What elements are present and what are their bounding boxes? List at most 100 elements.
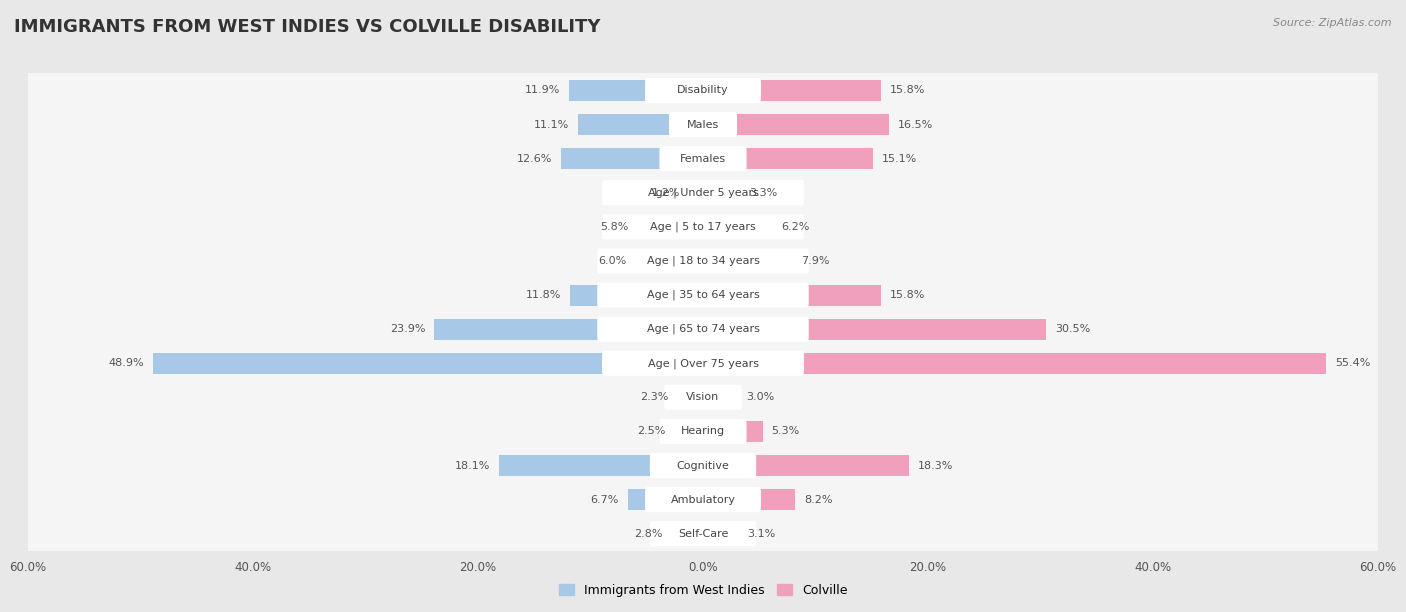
Text: 2.8%: 2.8% <box>634 529 662 539</box>
Bar <box>636 250 703 272</box>
Text: 3.1%: 3.1% <box>747 529 775 539</box>
Text: Cognitive: Cognitive <box>676 461 730 471</box>
Bar <box>703 148 873 170</box>
Bar <box>703 182 740 203</box>
Bar <box>703 319 1046 340</box>
Bar <box>578 114 703 135</box>
FancyBboxPatch shape <box>650 521 756 547</box>
FancyBboxPatch shape <box>650 453 756 478</box>
Text: IMMIGRANTS FROM WEST INDIES VS COLVILLE DISABILITY: IMMIGRANTS FROM WEST INDIES VS COLVILLE … <box>14 18 600 36</box>
Bar <box>703 523 738 544</box>
FancyBboxPatch shape <box>28 346 1378 381</box>
FancyBboxPatch shape <box>28 414 1378 449</box>
Text: 5.3%: 5.3% <box>772 427 800 436</box>
Bar <box>153 353 703 374</box>
FancyBboxPatch shape <box>28 277 1378 313</box>
Bar <box>434 319 703 340</box>
FancyBboxPatch shape <box>28 379 1378 415</box>
Text: 18.3%: 18.3% <box>918 461 953 471</box>
Text: Males: Males <box>688 119 718 130</box>
Bar <box>703 421 762 442</box>
Text: 15.8%: 15.8% <box>890 86 925 95</box>
Text: 8.2%: 8.2% <box>804 494 832 505</box>
Bar <box>561 148 703 170</box>
Bar <box>675 421 703 442</box>
Text: Age | 5 to 17 years: Age | 5 to 17 years <box>650 222 756 232</box>
Bar <box>703 80 880 101</box>
Text: 6.2%: 6.2% <box>782 222 810 232</box>
FancyBboxPatch shape <box>664 385 742 410</box>
Text: 11.9%: 11.9% <box>524 86 560 95</box>
Text: 15.1%: 15.1% <box>882 154 917 163</box>
Text: 1.2%: 1.2% <box>652 188 681 198</box>
FancyBboxPatch shape <box>28 73 1378 108</box>
Bar <box>627 489 703 510</box>
Text: Age | Over 75 years: Age | Over 75 years <box>648 358 758 368</box>
Text: 6.0%: 6.0% <box>599 256 627 266</box>
Bar <box>571 285 703 305</box>
Bar <box>703 387 737 408</box>
Text: Hearing: Hearing <box>681 427 725 436</box>
FancyBboxPatch shape <box>598 248 808 274</box>
Text: 11.1%: 11.1% <box>534 119 569 130</box>
Text: 11.8%: 11.8% <box>526 290 561 300</box>
Text: Ambulatory: Ambulatory <box>671 494 735 505</box>
FancyBboxPatch shape <box>598 283 808 308</box>
Text: 6.7%: 6.7% <box>591 494 619 505</box>
Bar <box>703 285 880 305</box>
FancyBboxPatch shape <box>28 243 1378 278</box>
Bar <box>499 455 703 476</box>
Text: Disability: Disability <box>678 86 728 95</box>
Text: 3.0%: 3.0% <box>745 392 773 402</box>
Bar <box>689 182 703 203</box>
Text: Age | 35 to 64 years: Age | 35 to 64 years <box>647 290 759 300</box>
Bar <box>703 216 773 237</box>
Bar <box>678 387 703 408</box>
FancyBboxPatch shape <box>659 419 747 444</box>
Text: 18.1%: 18.1% <box>456 461 491 471</box>
FancyBboxPatch shape <box>28 312 1378 347</box>
FancyBboxPatch shape <box>28 141 1378 176</box>
Text: 3.3%: 3.3% <box>749 188 778 198</box>
Bar <box>672 523 703 544</box>
Bar <box>703 489 796 510</box>
FancyBboxPatch shape <box>602 351 804 376</box>
Bar <box>703 353 1326 374</box>
Text: Age | 18 to 34 years: Age | 18 to 34 years <box>647 256 759 266</box>
Text: 16.5%: 16.5% <box>897 119 932 130</box>
FancyBboxPatch shape <box>598 316 808 341</box>
FancyBboxPatch shape <box>28 516 1378 551</box>
Legend: Immigrants from West Indies, Colville: Immigrants from West Indies, Colville <box>554 579 852 602</box>
Text: 30.5%: 30.5% <box>1054 324 1090 334</box>
FancyBboxPatch shape <box>28 209 1378 245</box>
Text: 23.9%: 23.9% <box>389 324 425 334</box>
Text: 7.9%: 7.9% <box>801 256 830 266</box>
Text: Age | Under 5 years: Age | Under 5 years <box>648 187 758 198</box>
FancyBboxPatch shape <box>669 112 737 137</box>
Text: Source: ZipAtlas.com: Source: ZipAtlas.com <box>1274 18 1392 28</box>
Text: Females: Females <box>681 154 725 163</box>
FancyBboxPatch shape <box>28 107 1378 143</box>
Text: Self-Care: Self-Care <box>678 529 728 539</box>
FancyBboxPatch shape <box>659 146 747 171</box>
Text: 55.4%: 55.4% <box>1336 358 1371 368</box>
Bar <box>703 250 792 272</box>
FancyBboxPatch shape <box>28 448 1378 483</box>
Bar <box>638 216 703 237</box>
FancyBboxPatch shape <box>645 78 761 103</box>
Bar <box>569 80 703 101</box>
Text: 48.9%: 48.9% <box>108 358 143 368</box>
FancyBboxPatch shape <box>602 214 804 239</box>
Bar <box>703 455 908 476</box>
FancyBboxPatch shape <box>28 482 1378 517</box>
FancyBboxPatch shape <box>645 487 761 512</box>
Text: 12.6%: 12.6% <box>517 154 553 163</box>
Text: 2.3%: 2.3% <box>640 392 668 402</box>
Bar <box>703 114 889 135</box>
Text: Vision: Vision <box>686 392 720 402</box>
Text: 2.5%: 2.5% <box>637 427 666 436</box>
FancyBboxPatch shape <box>28 175 1378 211</box>
Text: 15.8%: 15.8% <box>890 290 925 300</box>
Text: 5.8%: 5.8% <box>600 222 628 232</box>
FancyBboxPatch shape <box>602 180 804 206</box>
